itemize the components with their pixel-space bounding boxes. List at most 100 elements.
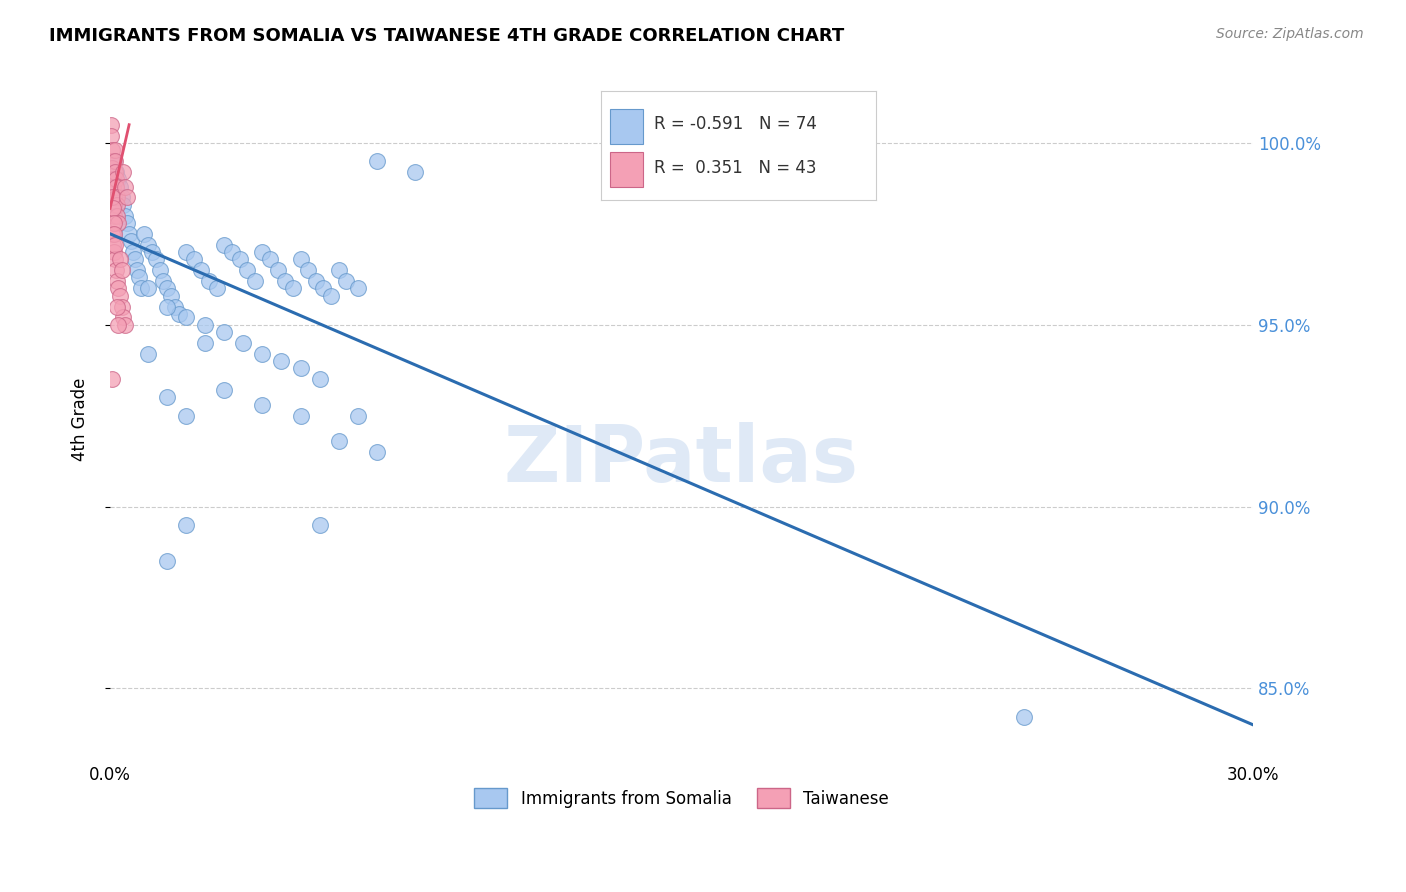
Point xyxy=(194,318,217,332)
Point xyxy=(404,165,426,179)
Point xyxy=(105,209,128,223)
Point xyxy=(120,234,142,248)
Point xyxy=(335,274,357,288)
Point xyxy=(101,154,124,169)
Point xyxy=(114,318,136,332)
Point xyxy=(270,354,292,368)
Point xyxy=(183,252,205,267)
Point xyxy=(308,517,330,532)
Point xyxy=(100,143,122,157)
Point xyxy=(108,288,131,302)
Point xyxy=(198,274,221,288)
Point xyxy=(174,310,197,325)
Point xyxy=(128,270,150,285)
Point xyxy=(156,281,179,295)
Point xyxy=(305,274,328,288)
Point xyxy=(156,391,179,405)
Point xyxy=(190,263,212,277)
Point xyxy=(104,263,127,277)
Point xyxy=(145,252,167,267)
Point xyxy=(104,165,127,179)
Point xyxy=(112,197,135,211)
Point xyxy=(101,172,124,186)
Point xyxy=(101,227,124,241)
Point xyxy=(105,300,128,314)
Point xyxy=(163,300,186,314)
Point xyxy=(366,154,388,169)
Point xyxy=(108,179,131,194)
Point xyxy=(101,372,124,386)
Point xyxy=(110,263,132,277)
Text: IMMIGRANTS FROM SOMALIA VS TAIWANESE 4TH GRADE CORRELATION CHART: IMMIGRANTS FROM SOMALIA VS TAIWANESE 4TH… xyxy=(49,27,845,45)
Point xyxy=(104,143,127,157)
Point xyxy=(112,310,135,325)
Point xyxy=(136,237,159,252)
Point xyxy=(105,274,128,288)
Point xyxy=(129,281,152,295)
Point xyxy=(319,288,342,302)
Point xyxy=(108,252,131,267)
Point xyxy=(214,237,236,252)
Point xyxy=(243,274,266,288)
Point xyxy=(114,179,136,194)
Point xyxy=(205,281,228,295)
Point xyxy=(290,409,312,423)
Point xyxy=(100,128,122,143)
Point xyxy=(252,244,274,259)
Point xyxy=(149,263,172,277)
Point xyxy=(110,300,132,314)
Point xyxy=(104,165,127,179)
Point xyxy=(156,300,179,314)
Point xyxy=(328,263,350,277)
Point xyxy=(103,227,125,241)
Point xyxy=(101,161,124,176)
Point xyxy=(125,263,148,277)
Point xyxy=(214,383,236,397)
Point xyxy=(308,372,330,386)
Point xyxy=(312,281,335,295)
Point xyxy=(103,244,125,259)
Point xyxy=(103,190,125,204)
Point xyxy=(107,318,129,332)
Point xyxy=(252,398,274,412)
Point xyxy=(366,445,388,459)
Point xyxy=(101,179,124,194)
Point xyxy=(104,237,127,252)
Point xyxy=(115,216,138,230)
Point xyxy=(104,172,127,186)
Point xyxy=(105,190,128,204)
Point xyxy=(101,202,124,216)
Point xyxy=(174,409,197,423)
Point xyxy=(174,517,197,532)
Point xyxy=(107,216,129,230)
Point xyxy=(290,252,312,267)
Text: ZIPatlas: ZIPatlas xyxy=(503,422,859,499)
Point xyxy=(107,172,129,186)
Point xyxy=(114,209,136,223)
Point xyxy=(122,244,145,259)
Point xyxy=(252,347,274,361)
Point xyxy=(101,237,124,252)
Point xyxy=(266,263,288,277)
Y-axis label: 4th Grade: 4th Grade xyxy=(72,377,89,461)
Point xyxy=(136,281,159,295)
Point xyxy=(328,434,350,448)
Point xyxy=(105,179,128,194)
Point xyxy=(346,281,368,295)
Legend: Immigrants from Somalia, Taiwanese: Immigrants from Somalia, Taiwanese xyxy=(467,781,896,814)
Point xyxy=(100,118,122,132)
Point xyxy=(124,252,146,267)
Point xyxy=(112,165,135,179)
Point xyxy=(115,190,138,204)
Point xyxy=(110,190,132,204)
Point xyxy=(297,263,319,277)
Point xyxy=(346,409,368,423)
Point xyxy=(152,274,174,288)
Point xyxy=(141,244,163,259)
Point xyxy=(118,227,141,241)
Point xyxy=(174,244,197,259)
Text: Source: ZipAtlas.com: Source: ZipAtlas.com xyxy=(1216,27,1364,41)
Point xyxy=(228,252,250,267)
Point xyxy=(107,281,129,295)
Point xyxy=(103,209,125,223)
